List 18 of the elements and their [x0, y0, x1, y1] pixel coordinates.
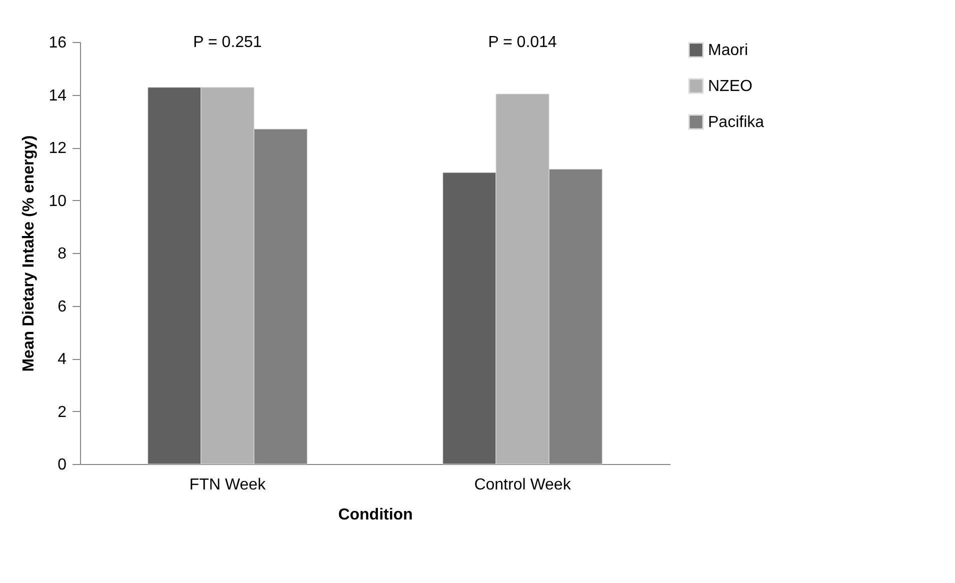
- y-tick-label: 4: [58, 351, 67, 368]
- y-tick-label: 0: [58, 456, 67, 474]
- legend-label: NZEO: [708, 78, 752, 95]
- legend-label: Maori: [708, 42, 748, 59]
- y-tick-label: 10: [48, 192, 67, 210]
- x-tick-label: Control Week: [474, 476, 572, 494]
- y-axis-title: Mean Dietary Intake (% energy): [20, 135, 38, 372]
- annotation: P = 0.251: [193, 34, 262, 51]
- y-tick-label: 12: [48, 140, 67, 157]
- y-tick-label: 14: [48, 87, 67, 104]
- y-tick-label: 16: [48, 34, 67, 52]
- y-tick-label: 6: [58, 298, 67, 316]
- annotation: P = 0.014: [488, 34, 557, 51]
- x-tick-label: FTN Week: [189, 476, 267, 494]
- legend-label: Pacifika: [708, 114, 764, 131]
- x-axis-title: Condition: [338, 506, 413, 524]
- y-tick-label: 2: [58, 404, 67, 421]
- y-tick-label: 8: [58, 246, 67, 262]
